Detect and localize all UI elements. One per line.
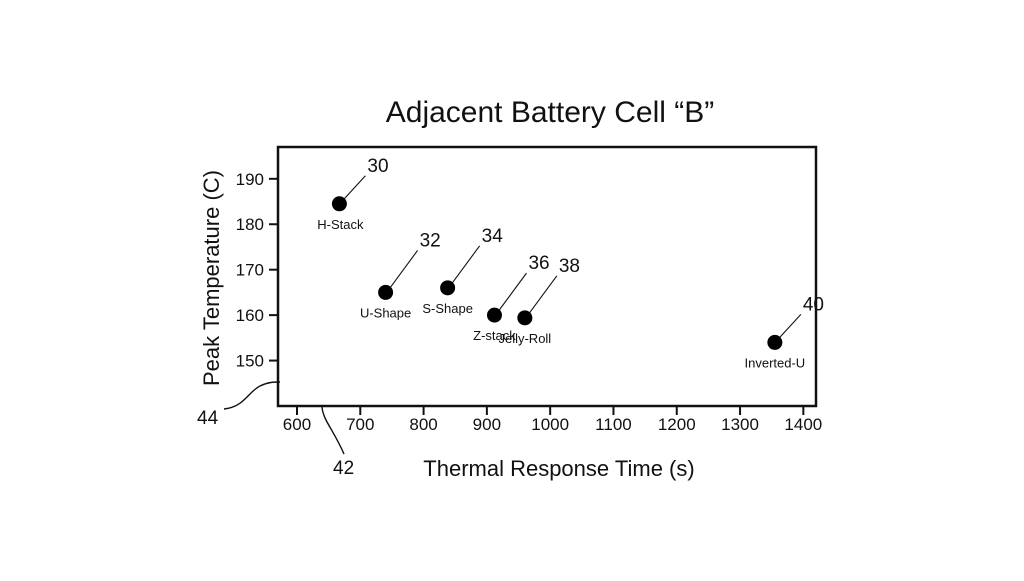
- x-axis-reference-leader: [321, 405, 345, 455]
- x-tick-label: 800: [409, 415, 437, 434]
- data-point: [440, 280, 456, 296]
- y-tick-label: 180: [236, 215, 264, 234]
- reference-number: 40: [803, 294, 824, 315]
- reference-number: 38: [559, 256, 580, 277]
- reference-labels: 30 32 34 36 38 40: [367, 156, 824, 316]
- x-tick-label: 700: [346, 415, 374, 434]
- x-tick-label: 1400: [784, 415, 822, 434]
- point-label: Z-stack: [473, 328, 516, 343]
- point-label: Inverted-U: [745, 355, 806, 370]
- x-tick-label: 1200: [658, 415, 696, 434]
- point-label: Jelly-Roll: [498, 331, 551, 346]
- y-axis-ticks: 150 160 170 180 190: [236, 170, 278, 371]
- leader-line: [342, 175, 366, 201]
- x-axis-reference-number: 42: [333, 458, 354, 479]
- x-axis-label: Thermal Response Time (s): [423, 456, 694, 481]
- data-points: [331, 196, 783, 350]
- data-point: [331, 196, 347, 212]
- leader-line: [528, 275, 558, 315]
- reference-number: 34: [482, 226, 504, 247]
- data-point: [486, 307, 502, 323]
- y-tick-label: 170: [236, 261, 264, 280]
- x-tick-label: 1100: [595, 415, 632, 434]
- leader-line: [451, 245, 481, 285]
- y-tick-label: 150: [236, 352, 264, 371]
- reference-number: 36: [528, 253, 549, 274]
- leader-lines: [342, 175, 802, 339]
- point-label: H-Stack: [317, 217, 364, 232]
- x-tick-label: 1000: [531, 415, 569, 434]
- x-axis-ticks: 600 700 800 900 1000 1100 1200 1300 1400: [283, 406, 822, 434]
- y-axis-reference-leader: [223, 381, 281, 410]
- y-axis-reference-number: 44: [197, 408, 219, 429]
- x-tick-label: 1300: [721, 415, 759, 434]
- data-point: [517, 310, 533, 326]
- y-tick-label: 160: [236, 306, 264, 325]
- data-point: [767, 334, 783, 350]
- y-tick-label: 190: [236, 170, 264, 189]
- plot-frame: [276, 145, 818, 408]
- leader-line: [389, 250, 419, 289]
- y-axis-label: Peak Temperature (C): [199, 170, 224, 386]
- reference-number: 30: [367, 156, 388, 177]
- leader-line: [498, 272, 527, 312]
- leader-line: [778, 314, 802, 339]
- data-point: [378, 284, 394, 300]
- x-tick-label: 600: [283, 415, 311, 434]
- point-label: S-Shape: [422, 301, 473, 316]
- reference-number: 32: [420, 230, 441, 251]
- chart-title: Adjacent Battery Cell “B”: [386, 96, 714, 129]
- point-label: U-Shape: [360, 305, 411, 320]
- x-tick-label: 900: [473, 415, 501, 434]
